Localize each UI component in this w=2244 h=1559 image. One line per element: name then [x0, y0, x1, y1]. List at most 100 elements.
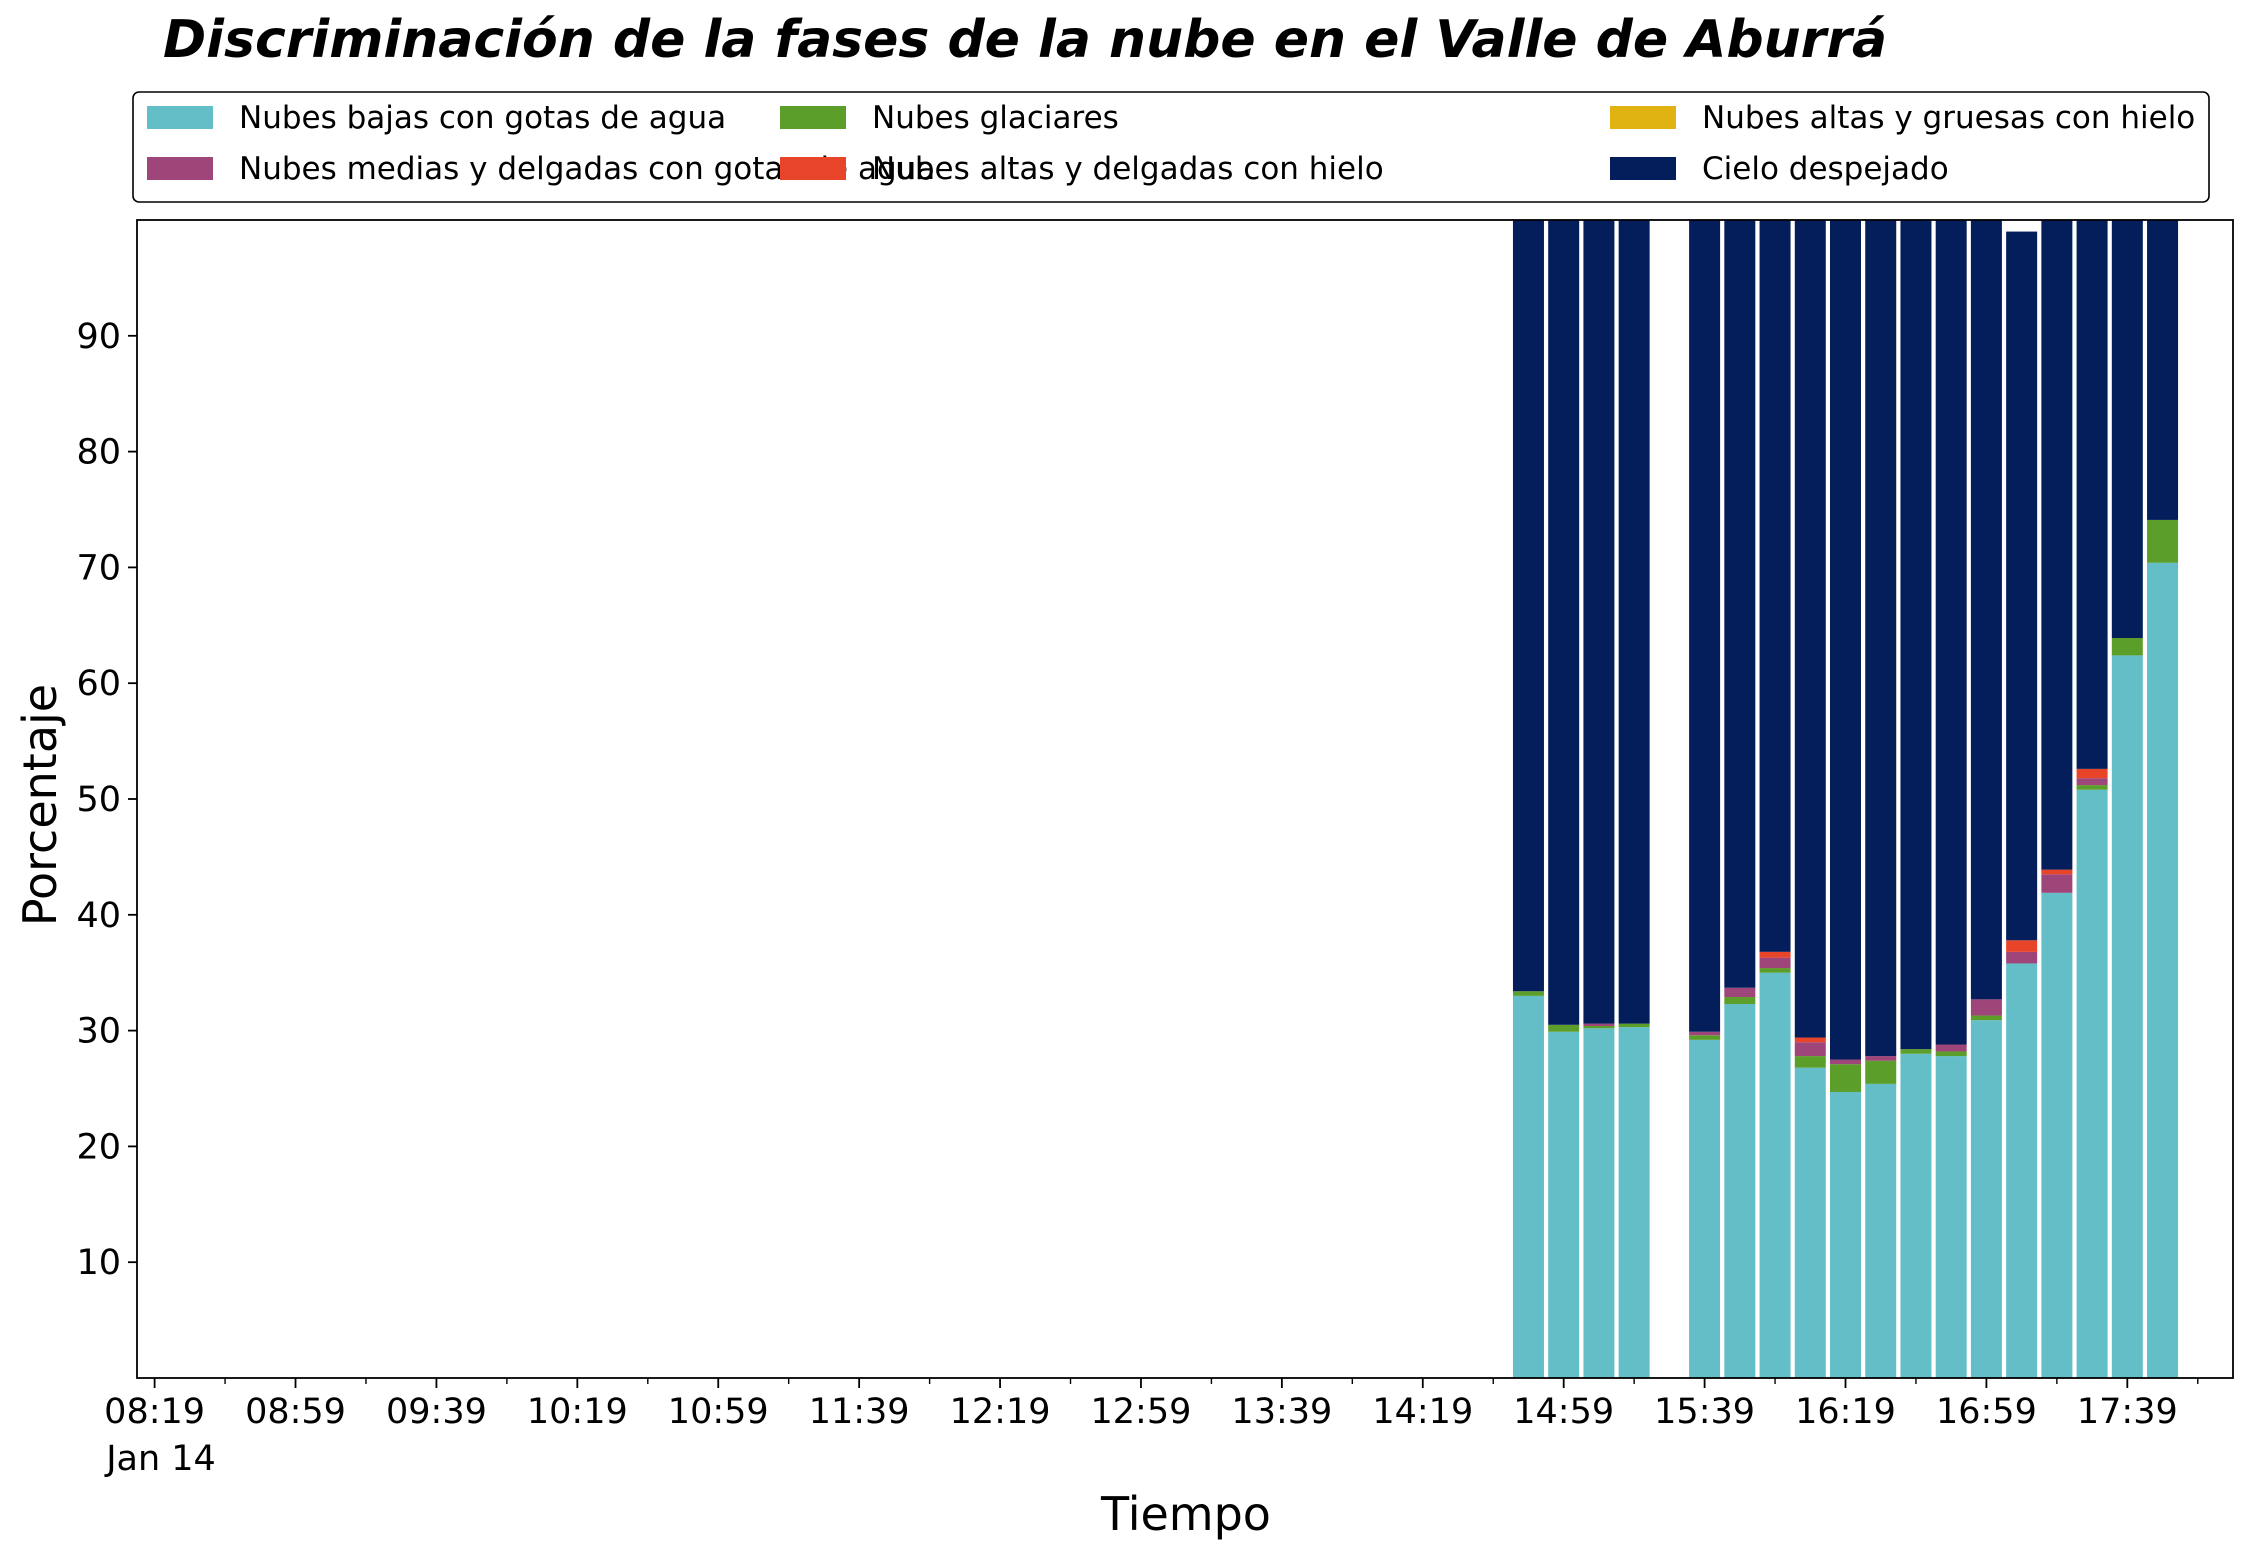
legend-label-4: Nubes altas y delgadas con hielo	[872, 151, 1384, 187]
y-tick-label-80: 80	[76, 433, 121, 473]
bar-1559-series-0	[1759, 972, 1791, 1378]
bar-1559-series-4	[1759, 951, 1791, 958]
bar-1639-series-0	[1900, 1053, 1932, 1378]
y-tick-label-70: 70	[76, 548, 121, 588]
bar-1749-series-5	[2147, 220, 2179, 520]
x-date-label: Jan 14	[104, 1439, 216, 1479]
x-tick-label-0: 08:19	[104, 1392, 205, 1432]
bar-1729-series-4	[2076, 768, 2108, 779]
bar-1729-series-3	[2076, 778, 2108, 786]
bar-1539-series-1	[1689, 1035, 1721, 1040]
legend-swatch-2	[1610, 106, 1676, 129]
legend-swatch-1	[780, 106, 846, 129]
bar-1649-series-5	[1935, 220, 1967, 1045]
bar-1659-series-0	[1970, 1020, 2002, 1378]
x-tick-label-10: 14:59	[1513, 1392, 1614, 1432]
bar-1649-series-3	[1935, 1044, 1967, 1052]
bar-1609-series-5	[1794, 220, 1826, 1038]
bar-1639-series-5	[1900, 220, 1932, 1050]
bar-1609-series-4	[1794, 1037, 1826, 1043]
bar-1659-series-5	[1970, 220, 2002, 1000]
x-tick-label-12: 16:19	[1795, 1392, 1896, 1432]
bar-1629-series-3	[1865, 1056, 1897, 1061]
x-tick-label-1: 08:59	[245, 1392, 346, 1432]
bar-1739-series-1	[2111, 638, 2143, 656]
x-tick-label-13: 16:59	[1936, 1392, 2037, 1432]
x-tick-label-4: 10:59	[668, 1392, 769, 1432]
legend-label-5: Cielo despejado	[1702, 151, 1949, 187]
bar-1449-series-5	[1512, 220, 1544, 992]
bar-1619-series-0	[1830, 1091, 1861, 1378]
bar-1719-series-5	[2041, 220, 2073, 870]
x-tick-label-5: 11:39	[809, 1392, 910, 1432]
x-axis: Jan 14 08:19 08:59 09:39 10:19 10:59 11:39 12:…	[104, 1378, 2199, 1479]
bar-1519-series-1	[1618, 1023, 1650, 1028]
y-tick-label-10: 10	[76, 1243, 121, 1283]
legend-frame	[132, 91, 2210, 203]
bar-1619-series-5	[1830, 220, 1861, 1060]
bar-1749-series-0	[2147, 562, 2179, 1378]
bar-1629-series-5	[1865, 220, 1897, 1057]
bar-1509-series-3	[1583, 1023, 1615, 1026]
bars	[1512, 220, 2179, 1378]
bar-1619-series-3	[1830, 1059, 1861, 1065]
x-tick-label-11: 15:39	[1654, 1392, 1755, 1432]
bar-1539-series-0	[1689, 1039, 1721, 1378]
bar-1629-series-0	[1865, 1083, 1897, 1378]
legend-label-0: Nubes bajas con gotas de agua	[239, 100, 726, 136]
bar-1459-series-1	[1548, 1024, 1580, 1032]
bar-1549-series-3	[1724, 987, 1756, 998]
bar-1509-series-0	[1583, 1028, 1615, 1378]
bar-1709-series-4	[2006, 940, 2038, 952]
bar-1559-series-3	[1759, 957, 1791, 969]
bar-1519-series-5	[1618, 220, 1650, 1024]
bar-1629-series-1	[1865, 1060, 1897, 1084]
x-tick-label-3: 10:19	[527, 1392, 628, 1432]
x-tick-label-6: 12:19	[950, 1392, 1051, 1432]
y-tick-label-60: 60	[76, 664, 121, 704]
bar-1719-series-3	[2041, 874, 2073, 893]
bar-1609-series-1	[1794, 1056, 1826, 1068]
bar-1549-series-1	[1724, 997, 1756, 1004]
bar-1509-series-5	[1583, 220, 1615, 1024]
bar-1739-series-5	[2111, 220, 2143, 639]
bar-1549-series-0	[1724, 1003, 1756, 1378]
bar-1459-series-0	[1548, 1031, 1580, 1378]
bar-1719-series-0	[2041, 892, 2073, 1378]
bar-1729-series-5	[2076, 220, 2108, 769]
bar-1509-series-1	[1583, 1025, 1615, 1029]
bar-1639-series-1	[1900, 1049, 1932, 1054]
y-axis-label: Porcentaje	[13, 684, 67, 926]
bar-1649-series-0	[1935, 1056, 1967, 1378]
bar-1709-series-5	[2006, 231, 2038, 941]
bar-1659-series-3	[1970, 999, 2002, 1016]
bar-1749-series-1	[2147, 519, 2179, 563]
bar-1729-series-1	[2076, 785, 2108, 790]
x-tick-label-2: 09:39	[386, 1392, 487, 1432]
bar-1709-series-3	[2006, 951, 2038, 964]
x-tick-label-8: 13:39	[1231, 1392, 1332, 1432]
bar-1449-series-0	[1512, 995, 1544, 1378]
y-tick-label-90: 90	[76, 317, 121, 357]
legend: Nubes bajas con gotas de agua Nubes glaci…	[132, 91, 2210, 203]
legend-swatch-3	[147, 157, 213, 180]
bar-1539-series-5	[1689, 220, 1721, 1032]
bar-1659-series-1	[1970, 1015, 2002, 1021]
x-tick-label-9: 14:19	[1372, 1392, 1473, 1432]
x-tick-label-7: 12:59	[1091, 1392, 1192, 1432]
legend-swatch-4	[780, 157, 846, 180]
legend-swatch-5	[1610, 157, 1676, 180]
legend-label-1: Nubes glaciares	[872, 100, 1119, 136]
x-axis-label: Tiempo	[1100, 1487, 1271, 1541]
bar-1619-series-1	[1830, 1064, 1861, 1092]
chart-title: Discriminación de la fases de la nube en…	[163, 10, 1887, 70]
x-tick-label-14: 17:39	[2077, 1392, 2178, 1432]
bar-1719-series-4	[2041, 869, 2073, 875]
bar-1729-series-0	[2076, 789, 2108, 1378]
legend-swatch-0	[147, 106, 213, 129]
bar-1709-series-0	[2006, 963, 2038, 1378]
y-tick-label-30: 30	[76, 1012, 121, 1052]
y-tick-label-20: 20	[76, 1127, 121, 1167]
bar-1649-series-1	[1935, 1051, 1967, 1057]
